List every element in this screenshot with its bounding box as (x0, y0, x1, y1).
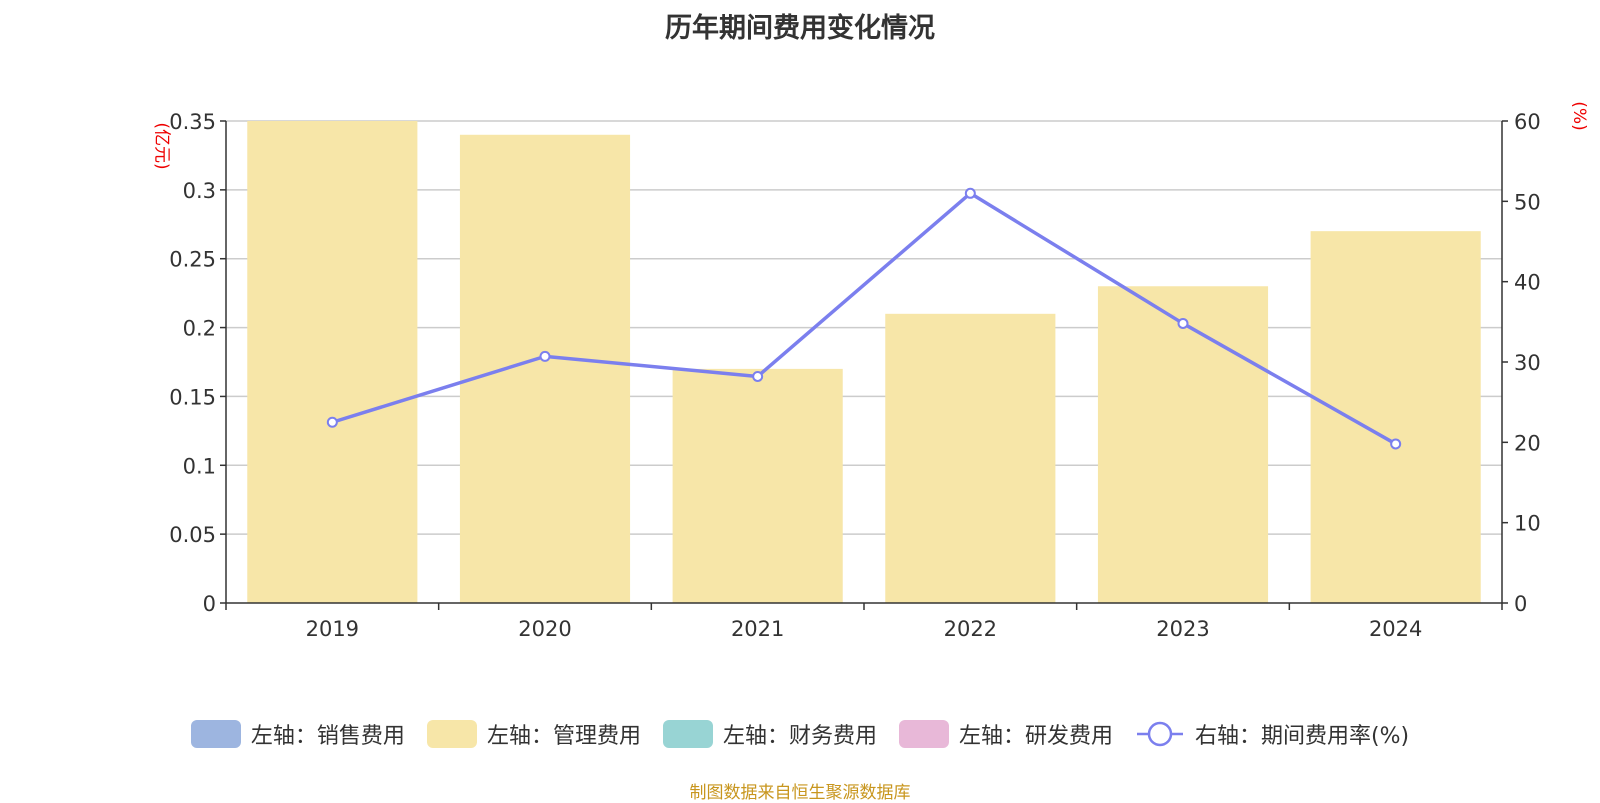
legend-item[interactable]: 左轴：财务费用 (662, 718, 877, 750)
legend-line-marker-icon (1136, 721, 1183, 747)
legend-item[interactable]: 右轴：期间费用率(%) (1135, 718, 1409, 750)
expense-rate-point (752, 370, 764, 382)
expense-rate-point (964, 187, 976, 199)
right-tick-label: 0 (1514, 592, 1527, 616)
bar-admin-expense (1310, 231, 1481, 603)
right-tick-label: 40 (1514, 271, 1541, 295)
chart-canvas: 0 0.05 0.1 0.15 0.2 0.25 0.3 0.35 0 10 20 30 40 50 60 2… (169, 110, 1541, 641)
bar-admin-expense (459, 134, 631, 603)
bar-admin-expense (1097, 286, 1269, 603)
left-tick-label: 0.35 (169, 110, 216, 134)
bar-admin-expense (672, 368, 843, 603)
x-tick-label: 2021 (731, 617, 784, 641)
source-footer: 制图数据来自恒生聚源数据库 (689, 783, 911, 803)
x-tick-label: 2024 (1369, 617, 1422, 641)
expense-rate-point (1390, 438, 1402, 450)
expense-rate-point (1177, 317, 1189, 329)
left-tick-label: 0.1 (183, 454, 216, 478)
x-tick-label: 2023 (1156, 617, 1209, 641)
x-tick-label: 2019 (306, 617, 359, 641)
left-tick-label: 0.2 (183, 317, 216, 341)
legend-swatch (662, 720, 713, 748)
right-tick-label: 30 (1514, 351, 1541, 375)
x-tick-label: 2020 (518, 617, 571, 641)
x-tick-label: 2022 (944, 617, 997, 641)
right-tick-label: 60 (1514, 110, 1541, 134)
chart-title: 历年期间费用变化情况 (665, 13, 935, 44)
expense-rate-line (331, 191, 1397, 446)
left-tick-label: 0 (203, 592, 216, 616)
legend-label: 左轴：财务费用 (722, 724, 877, 749)
left-tick-label: 0.3 (183, 179, 216, 203)
legend-swatch (190, 720, 241, 748)
legend-item[interactable]: 左轴：销售费用 (190, 718, 405, 750)
legend-item[interactable]: 左轴：管理费用 (426, 718, 641, 750)
legend: 左轴：销售费用 左轴：管理费用 左轴：财务费用 左轴：研发费用 右轴：期间费用率(%) (0, 718, 1600, 750)
legend-label: 左轴：管理费用 (486, 724, 641, 749)
left-tick-label: 0.05 (169, 523, 216, 547)
expense-rate-point (326, 416, 338, 428)
bar-admin-expense (247, 121, 418, 603)
right-tick-label: 50 (1514, 190, 1541, 214)
legend-label: 右轴：期间费用率(%) (1194, 724, 1410, 749)
legend-item[interactable]: 左轴：研发费用 (898, 718, 1113, 750)
right-tick-label: 20 (1514, 431, 1541, 455)
expense-rate-point (539, 350, 551, 362)
left-tick-label: 0.15 (169, 385, 216, 409)
legend-swatch (898, 720, 949, 748)
legend-label: 左轴：销售费用 (250, 724, 405, 749)
legend-label: 左轴：研发费用 (958, 724, 1113, 749)
right-tick-label: 10 (1514, 512, 1541, 536)
legend-swatch (426, 720, 477, 748)
bar-admin-expense (885, 313, 1056, 603)
left-tick-label: 0.25 (169, 248, 216, 272)
